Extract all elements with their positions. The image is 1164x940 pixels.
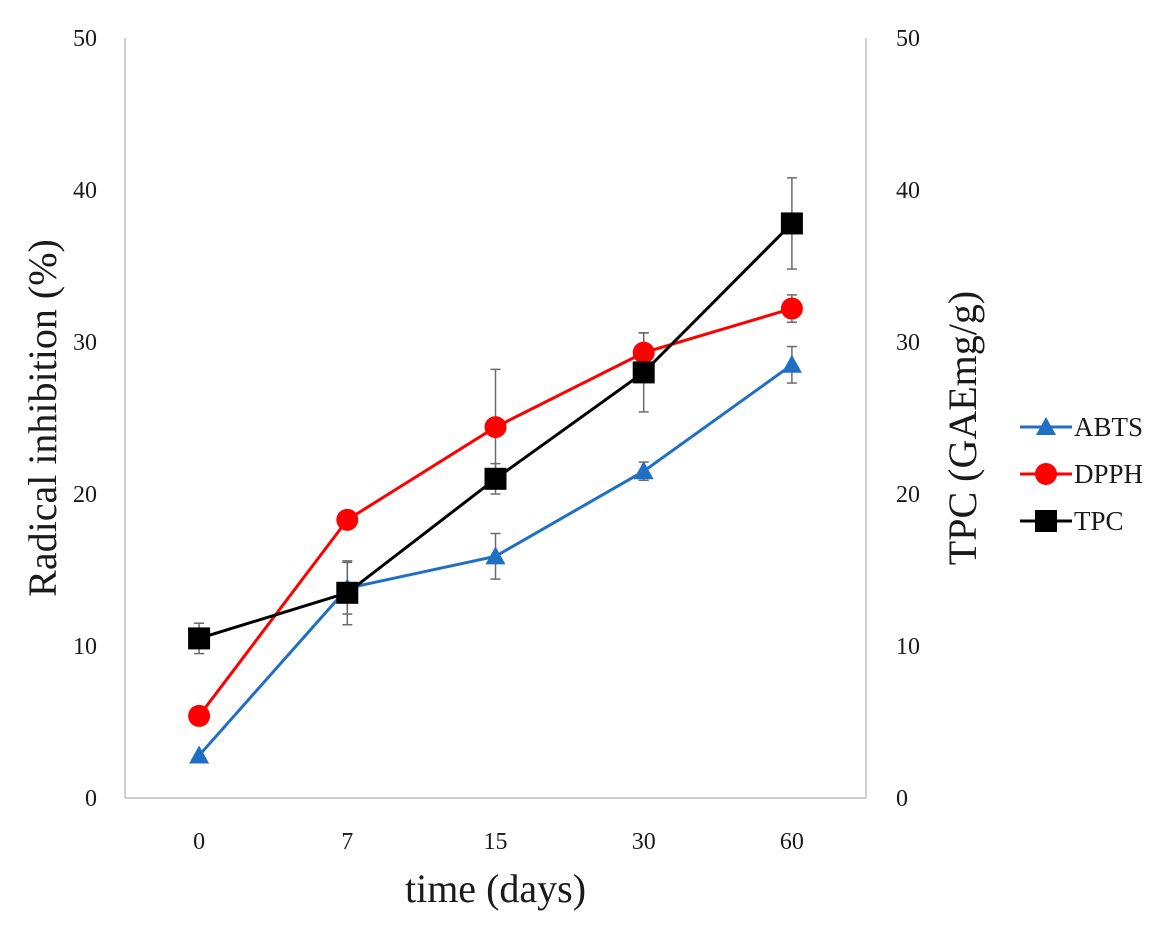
abts-point [189, 745, 210, 764]
x-tick-label: 15 [484, 829, 508, 855]
dpph-point [188, 704, 211, 727]
abts-point [633, 461, 654, 480]
series-markers-group [188, 212, 803, 764]
y-right-tick-label: 20 [896, 482, 920, 508]
y-left-tick-label: 40 [73, 178, 97, 204]
x-tick-label: 60 [780, 829, 804, 855]
y-left-tick-label: 20 [73, 482, 97, 508]
tpc-point [780, 212, 803, 235]
legend-abts-label: ABTS [1074, 412, 1143, 442]
tpc-point [336, 581, 359, 604]
x-tick-label: 30 [632, 829, 656, 855]
y-left-tick-label: 0 [85, 786, 97, 812]
y-left-axis-title: Radical inhibition (%) [20, 239, 65, 597]
y-left-tick-label: 50 [73, 26, 97, 52]
axes-group: 0 10 20 30 40 50 0 10 20 30 40 50 0 7 15 30 60 time (days… [20, 26, 985, 911]
y-right-tick-label: 0 [896, 786, 908, 812]
tpc-point [188, 627, 211, 650]
dpph-point [484, 416, 507, 439]
dpph-point [336, 508, 359, 531]
tpc-point [484, 467, 507, 490]
y-right-axis-title: TPC (GAEmg/g) [940, 291, 985, 565]
dpph-point [632, 341, 655, 364]
y-left-tick-label: 30 [73, 330, 97, 356]
legend-dpph-marker [1035, 463, 1057, 485]
y-right-tick-label: 10 [896, 634, 920, 660]
legend-dpph-label: DPPH [1074, 459, 1143, 489]
tpc-point [632, 361, 655, 384]
x-tick-label: 0 [193, 829, 205, 855]
error-bars-group [194, 177, 797, 655]
y-right-tick-label: 50 [896, 26, 920, 52]
abts-point [485, 546, 506, 565]
legend-tpc-label: TPC [1074, 506, 1124, 536]
x-axis-title: time (days) [405, 866, 586, 911]
dpph-point [780, 297, 803, 320]
legend: ABTS DPPH TPC [1020, 412, 1143, 536]
y-left-tick-label: 10 [73, 634, 97, 660]
y-right-tick-label: 30 [896, 330, 920, 356]
legend-abts-marker [1036, 417, 1056, 435]
y-right-tick-label: 40 [896, 178, 920, 204]
abts-point [781, 354, 802, 373]
legend-tpc-marker [1035, 510, 1057, 532]
x-tick-label: 7 [341, 829, 353, 855]
